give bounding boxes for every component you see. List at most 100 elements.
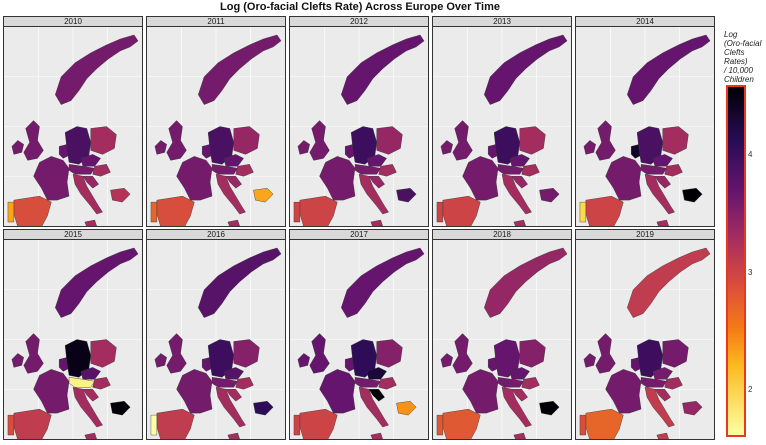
country-norway: [341, 34, 425, 105]
facet-panel-2018: 2018: [432, 229, 572, 440]
country-france: [605, 156, 642, 201]
country-hungary: [378, 164, 397, 177]
facet-strip-label: 2019: [575, 229, 715, 240]
country-czech: [509, 154, 530, 167]
country-italy: [215, 387, 246, 439]
facet-panel-2015: 2015: [3, 229, 143, 440]
map-area: [3, 240, 143, 440]
map-area: [3, 27, 143, 227]
country-croatia: [82, 389, 99, 402]
country-portugal: [7, 414, 15, 436]
country-czech: [80, 154, 101, 167]
country-italy: [644, 174, 675, 226]
map-area: [146, 240, 286, 440]
country-croatia: [654, 389, 671, 402]
facet-strip-label: 2012: [289, 16, 429, 27]
country-hungary: [378, 377, 397, 390]
facet-strip-label: 2016: [146, 229, 286, 240]
country-spain: [299, 195, 338, 226]
facet-strip-label: 2011: [146, 16, 286, 27]
country-poland: [376, 126, 403, 155]
country-uk_ireland: [154, 120, 187, 161]
country-uk_ireland: [440, 120, 473, 161]
country-france: [319, 369, 356, 414]
facet-strip-label: 2013: [432, 16, 572, 27]
country-spain: [13, 408, 52, 439]
country-croatia: [511, 176, 528, 189]
country-austria: [68, 377, 96, 388]
country-austria: [68, 164, 96, 175]
country-uk_ireland: [154, 333, 187, 374]
country-poland: [519, 126, 546, 155]
country-france: [33, 369, 70, 414]
country-czech: [652, 154, 673, 167]
chart-title: Log (Oro-facial Clefts Rate) Across Euro…: [220, 1, 500, 13]
legend-tick-label: 3: [748, 267, 753, 277]
country-austria: [211, 377, 239, 388]
map-area: [289, 240, 429, 440]
country-poland: [376, 339, 403, 368]
country-czech: [366, 154, 387, 167]
facet-panel-2014: 2014: [575, 16, 715, 227]
country-norway: [341, 247, 425, 318]
country-norway: [55, 34, 139, 105]
country-uk_ireland: [583, 120, 616, 161]
country-portugal: [150, 414, 158, 436]
country-portugal: [293, 201, 301, 223]
country-uk_ireland: [583, 333, 616, 374]
facet-strip-label: 2010: [3, 16, 143, 27]
country-austria: [211, 164, 239, 175]
country-austria: [497, 164, 525, 175]
country-bulgaria: [682, 187, 703, 203]
map-area: [432, 240, 572, 440]
facet-panel-2019: 2019: [575, 229, 715, 440]
legend-title-line: / 10,000: [724, 66, 753, 75]
country-spain: [299, 408, 338, 439]
country-croatia: [225, 176, 242, 189]
country-france: [176, 369, 213, 414]
legend-title-line: (Oro-facial: [724, 39, 762, 48]
legend-title-line: Children: [724, 75, 754, 84]
country-portugal: [436, 414, 444, 436]
country-norway: [484, 34, 568, 105]
country-croatia: [368, 389, 385, 402]
country-hungary: [235, 377, 254, 390]
map-area: [575, 240, 715, 440]
country-france: [176, 156, 213, 201]
country-italy: [501, 174, 532, 226]
legend-title-line: Log: [724, 30, 738, 39]
country-poland: [90, 339, 117, 368]
legend: Log (Oro-facial Clefts Rates) / 10,000 C…: [724, 30, 766, 440]
map-area: [575, 27, 715, 227]
country-portugal: [436, 201, 444, 223]
country-norway: [198, 34, 282, 105]
country-croatia: [654, 176, 671, 189]
map-area: [289, 27, 429, 227]
country-bulgaria: [253, 400, 274, 416]
country-bulgaria: [110, 187, 131, 203]
country-croatia: [225, 389, 242, 402]
country-norway: [198, 247, 282, 318]
country-france: [462, 369, 499, 414]
country-norway: [484, 247, 568, 318]
country-norway: [627, 247, 711, 318]
legend-title-line: Rates): [724, 57, 748, 66]
country-bulgaria: [539, 400, 560, 416]
facet-panel-2013: 2013: [432, 16, 572, 227]
legend-tick-label: 2: [748, 385, 753, 395]
facet-strip-label: 2014: [575, 16, 715, 27]
country-italy: [72, 387, 103, 439]
country-bulgaria: [396, 400, 417, 416]
country-france: [33, 156, 70, 201]
legend-tick-label: 4: [748, 150, 753, 160]
legend-title-line: Clefts: [724, 48, 745, 57]
facet-panel-2012: 2012: [289, 16, 429, 227]
legend-title: Log (Oro-facial Clefts Rates) / 10,000 C…: [724, 30, 766, 84]
country-czech: [509, 367, 530, 380]
country-uk_ireland: [11, 333, 44, 374]
facet-strip-label: 2018: [432, 229, 572, 240]
facet-strip-label: 2015: [3, 229, 143, 240]
country-croatia: [511, 389, 528, 402]
facet-panel-2010: 2010: [3, 16, 143, 227]
country-hungary: [235, 164, 254, 177]
